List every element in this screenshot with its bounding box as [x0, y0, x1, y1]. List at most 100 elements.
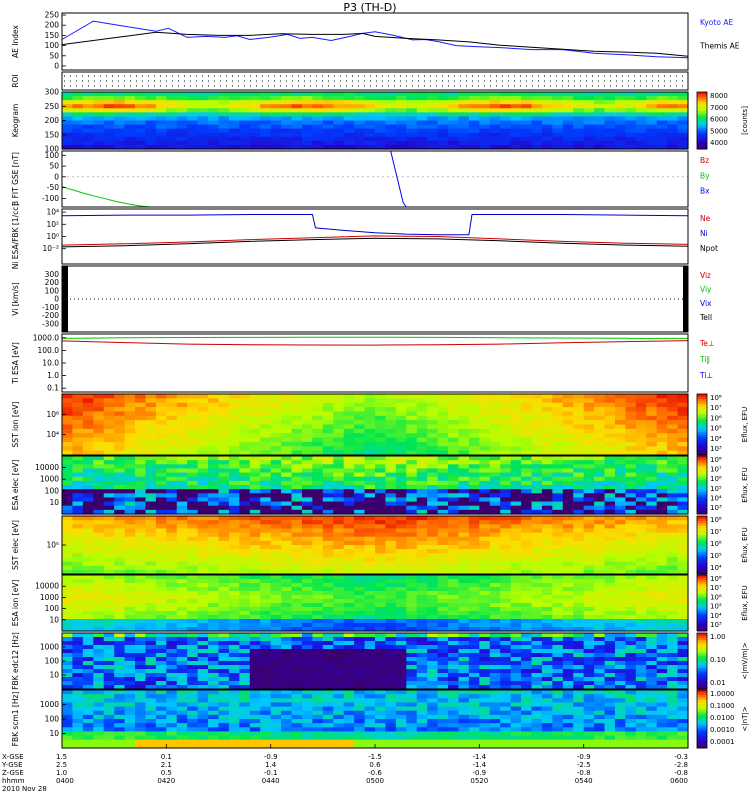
heatmap-cell: [375, 92, 386, 97]
heatmap-cell: [271, 489, 282, 494]
heatmap-cell: [490, 579, 501, 584]
heatmap-cell: [72, 637, 83, 642]
heatmap-cell: [406, 108, 417, 113]
heatmap-cell: [438, 473, 449, 478]
heatmap-cell: [438, 566, 449, 571]
heatmap-cell: [479, 425, 490, 430]
heatmap-cell: [323, 506, 334, 511]
heatmap-cell: [625, 520, 636, 525]
heatmap-cell: [385, 575, 396, 580]
heatmap-cell: [594, 516, 605, 521]
heatmap-cell: [500, 516, 511, 521]
heatmap-cell: [584, 533, 595, 538]
heatmap-cell: [344, 442, 355, 447]
heatmap-cell: [625, 528, 636, 533]
heatmap-cell: [594, 587, 605, 592]
heatmap-cell: [511, 92, 522, 97]
heatmap-cell: [302, 112, 313, 117]
heatmap-cell: [219, 125, 230, 130]
heatmap-cell: [584, 96, 595, 101]
heatmap-cell: [83, 623, 94, 628]
heatmap-cell: [636, 112, 647, 117]
heatmap-cell: [636, 104, 647, 109]
heatmap-cell: [542, 489, 553, 494]
heatmap-cell: [479, 520, 490, 525]
heatmap-cell: [229, 394, 240, 399]
heatmap-cell: [646, 575, 657, 580]
heatmap-cell: [354, 566, 365, 571]
heatmap-cell: [678, 506, 689, 511]
heatmap-cell: [427, 425, 438, 430]
heatmap-cell: [302, 502, 313, 507]
colorbar-tick-label: 10³: [710, 504, 722, 512]
heatmap-cell: [250, 669, 261, 674]
heatmap-cell: [552, 108, 563, 113]
heatmap-cell: [657, 438, 668, 443]
heatmap-cell: [281, 681, 292, 686]
heatmap-cell: [542, 100, 553, 105]
heatmap-cell: [375, 673, 386, 678]
heatmap-cell: [166, 537, 177, 542]
heatmap-cell: [427, 481, 438, 486]
heatmap-cell: [177, 579, 188, 584]
heatmap-cell: [93, 497, 104, 502]
heatmap-cell: [219, 477, 230, 482]
heatmap-cell: [532, 129, 543, 134]
heatmap-cell: [250, 133, 261, 138]
heatmap-cell: [135, 104, 146, 109]
heatmap-cell: [396, 108, 407, 113]
heatmap-cell: [271, 520, 282, 525]
heatmap-cell: [521, 137, 532, 142]
heatmap-cell: [333, 141, 344, 146]
heatmap-cell: [500, 442, 511, 447]
heatmap-cell: [166, 407, 177, 412]
heatmap-cell: [594, 394, 605, 399]
heatmap-cell: [438, 425, 449, 430]
heatmap-cell: [219, 438, 230, 443]
heatmap-cell: [490, 121, 501, 126]
heatmap-cell: [302, 141, 313, 146]
heatmap-cell: [177, 619, 188, 624]
heatmap-cell: [469, 446, 480, 451]
heatmap-cell: [500, 583, 511, 588]
heatmap-cell: [145, 100, 156, 105]
heatmap-cell: [72, 141, 83, 146]
heatmap-cell: [532, 607, 543, 612]
heatmap-cell: [375, 661, 386, 666]
series-line-ti: [62, 337, 688, 338]
heatmap-cell: [93, 677, 104, 682]
heatmap-cell: [605, 121, 616, 126]
heatmap-cell: [542, 425, 553, 430]
colorbar-label: Eflux, EFU: [741, 527, 749, 562]
colorbar-tick-label: 10⁸: [710, 516, 722, 524]
heatmap-cell: [458, 506, 469, 511]
heatmap-cell: [500, 398, 511, 403]
heatmap-cell: [292, 137, 303, 142]
heatmap-cell: [187, 583, 198, 588]
heatmap-cell: [375, 398, 386, 403]
heatmap-cell: [448, 129, 459, 134]
heatmap-cell: [511, 420, 522, 425]
heatmap-cell: [500, 129, 511, 134]
heatmap-cell: [135, 477, 146, 482]
heatmap-cell: [385, 579, 396, 584]
heatmap-cell: [166, 489, 177, 494]
heatmap-cell: [62, 653, 73, 658]
heatmap-cell: [396, 557, 407, 562]
heatmap-cell: [678, 489, 689, 494]
heatmap-cell: [406, 541, 417, 546]
heatmap-cell: [229, 533, 240, 538]
heatmap-cell: [281, 116, 292, 121]
heatmap-cell: [573, 595, 584, 600]
heatmap-cell: [156, 141, 167, 146]
heatmap-cell: [344, 446, 355, 451]
heatmap-cell: [406, 637, 417, 642]
heatmap-cell: [636, 497, 647, 502]
heatmap-cell: [563, 420, 574, 425]
heatmap-cell: [198, 591, 209, 596]
heatmap-cell: [93, 133, 104, 138]
heatmap-cell: [532, 553, 543, 558]
heatmap-cell: [375, 524, 386, 529]
heatmap-cell: [490, 100, 501, 105]
heatmap-cell: [239, 141, 250, 146]
